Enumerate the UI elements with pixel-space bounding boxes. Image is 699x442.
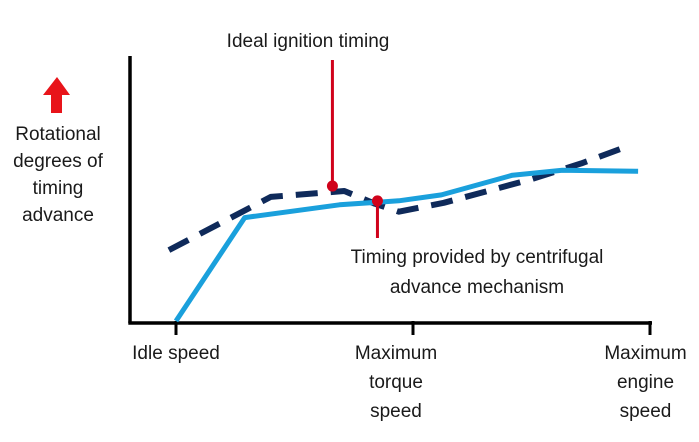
y-axis-label-line: advance (22, 205, 94, 226)
annotation-point (326, 180, 338, 192)
x-tick-label-line: torque (369, 372, 423, 393)
x-tick-label-max-torque: Maximum torque speed (338, 341, 454, 425)
series-group (167, 144, 639, 323)
x-tick-label-max-engine: Maximum engine speed (592, 341, 699, 425)
x-tick-label-idle: Idle speed (116, 341, 236, 367)
x-tick-label-line: Idle speed (132, 343, 220, 364)
annotation-markers (326, 60, 383, 238)
annotation-centrifugal-timing: Timing provided by centrifugal advance m… (312, 245, 642, 301)
y-axis-label-line: Rotational (15, 124, 101, 145)
annotation-text-line: Timing provided by centrifugal (350, 247, 604, 268)
y-axis-label: Rotational degrees of timing advance (0, 121, 116, 229)
x-tick-label-line: speed (370, 401, 422, 422)
x-tick-label-line: engine (616, 372, 675, 393)
annotation-ideal-timing: Ideal ignition timing (198, 29, 418, 55)
axes (128, 56, 652, 335)
y-axis-label-line: degrees of (13, 151, 103, 172)
ideal-timing-series (167, 144, 625, 253)
annotation-text: Ideal ignition timing (226, 31, 390, 52)
annotation-point (371, 195, 383, 207)
x-tick-label-line: speed (619, 401, 672, 422)
y-axis-label-line: timing (32, 178, 84, 199)
centrifugal-timing-series (173, 167, 639, 323)
up-arrow-icon (43, 77, 70, 113)
x-tick-label-line: Maximum (354, 343, 438, 364)
x-tick-label-line: Maximum (604, 343, 687, 364)
annotation-text-line: advance mechanism (389, 277, 565, 298)
